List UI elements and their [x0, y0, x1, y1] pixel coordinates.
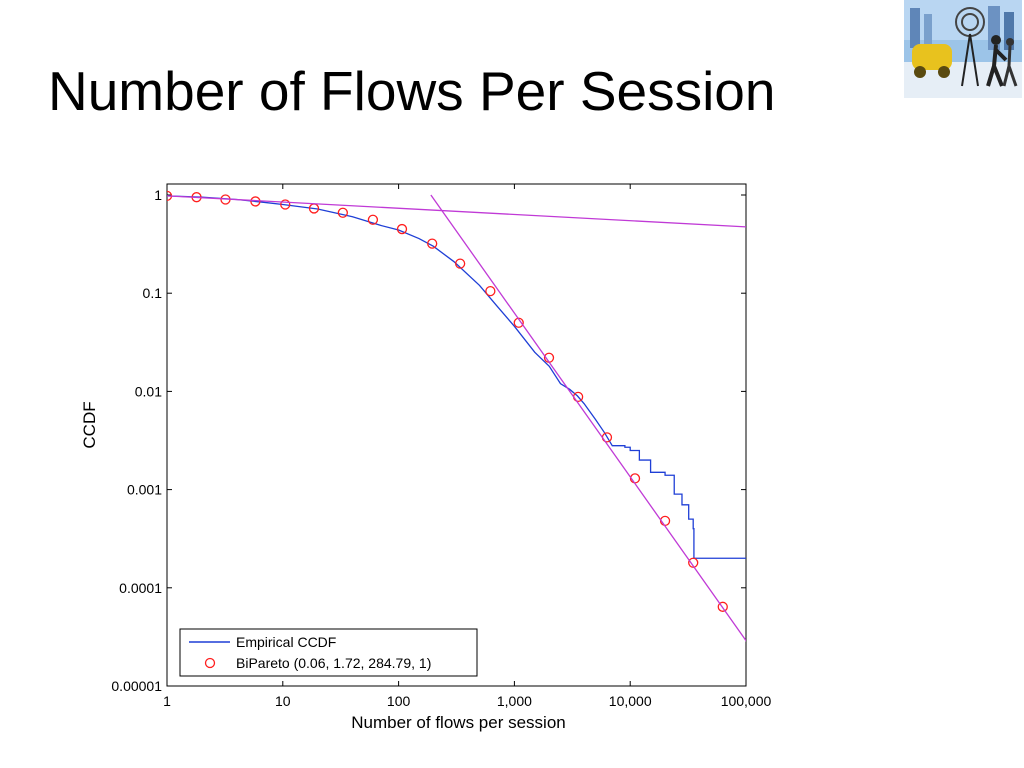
y-tick-label-1: 0.1: [143, 285, 163, 301]
legend-label-1: BiPareto (0.06, 1.72, 284.79, 1): [236, 655, 431, 671]
y-axis-label: CCDF: [80, 401, 99, 448]
pareto-fit-line-3: [430, 194, 746, 642]
y-tick-label-2: 0.01: [135, 383, 162, 399]
bipareto-point-7: [367, 214, 379, 225]
slide-title: Number of Flows Per Session: [48, 60, 776, 122]
x-tick-label-0: 1: [163, 693, 171, 709]
plot-frame: [166, 183, 747, 687]
plot-area: [167, 190, 756, 653]
x-tick-label-1: 10: [275, 693, 291, 709]
pareto-fit-line-2: [167, 195, 746, 228]
legend-box: [179, 628, 478, 677]
legend-swatch-bipareto-circle: [204, 657, 216, 669]
empirical-ccdf-line: [167, 195, 746, 559]
x-tick-label-5: 100,000: [721, 693, 772, 709]
bipareto-point-9: [427, 238, 438, 249]
y-tick-label-4: 0.0001: [119, 580, 162, 596]
bipareto-point-8: [396, 223, 408, 235]
bipareto-point-19: [717, 601, 728, 612]
y-tick-label-5: 0.00001: [111, 678, 162, 694]
bipareto-point-18: [688, 557, 699, 568]
bipareto-point-10: [454, 258, 466, 269]
x-tick-label-2: 100: [387, 693, 411, 709]
y-tick-label-0: 1: [154, 187, 162, 203]
bipareto-point-20: [747, 644, 756, 653]
bipareto-point-6: [337, 207, 348, 218]
conference-collage-logo-icon: [904, 0, 1022, 98]
legend-label-0: Empirical CCDF: [236, 634, 336, 650]
bipareto-point-4: [280, 199, 291, 210]
bipareto-point-11: [485, 285, 496, 297]
x-tick-label-3: 1,000: [497, 693, 532, 709]
y-tick-label-3: 0.001: [127, 482, 162, 498]
x-tick-label-4: 10,000: [609, 693, 652, 709]
x-axis-label: Number of flows per session: [351, 713, 565, 732]
